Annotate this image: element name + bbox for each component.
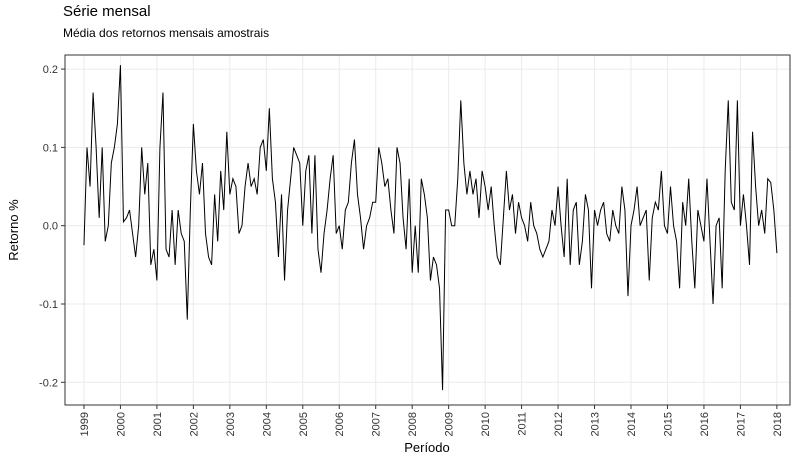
y-tick-label: -0.2 — [39, 377, 58, 389]
y-tick-label: -0.1 — [39, 299, 58, 311]
line-series — [83, 65, 778, 391]
x-tick-label: 2004 — [261, 412, 273, 436]
x-tick-label: 2010 — [480, 412, 492, 436]
x-tick-label: 2018 — [772, 412, 784, 436]
y-tick-label: 0.2 — [43, 64, 58, 76]
chart-title: Série mensal — [63, 3, 151, 20]
y-axis-title: Retorno % — [6, 199, 21, 261]
y-tick-label: 0.0 — [43, 221, 58, 233]
x-tick-label: 2005 — [298, 412, 310, 436]
x-tick-label: 2001 — [152, 412, 164, 436]
panel-border — [64, 54, 791, 406]
x-tick-label: 2014 — [626, 412, 638, 436]
x-tick-label: 2007 — [371, 412, 383, 436]
x-tick-label: 2015 — [662, 412, 674, 436]
x-tick-label: 2017 — [735, 412, 747, 436]
y-tick-label: 0.1 — [43, 142, 58, 154]
x-tick-label: 2009 — [444, 412, 456, 436]
x-tick-label: 2006 — [334, 412, 346, 436]
x-tick-label: 2000 — [115, 412, 127, 436]
x-tick-label: 2012 — [553, 412, 565, 436]
x-tick-label: 2013 — [590, 412, 602, 436]
x-tick-label: 2008 — [407, 412, 419, 436]
x-tick-label: 2002 — [188, 412, 200, 436]
chart-subtitle: Média dos retornos mensais amostrais — [63, 26, 269, 40]
x-tick-label: 2011 — [517, 412, 529, 436]
x-axis-title: Período — [404, 440, 450, 455]
x-tick-label: 2016 — [699, 412, 711, 436]
x-tick-label: 2003 — [225, 412, 237, 436]
x-tick-label: 1999 — [79, 412, 91, 436]
